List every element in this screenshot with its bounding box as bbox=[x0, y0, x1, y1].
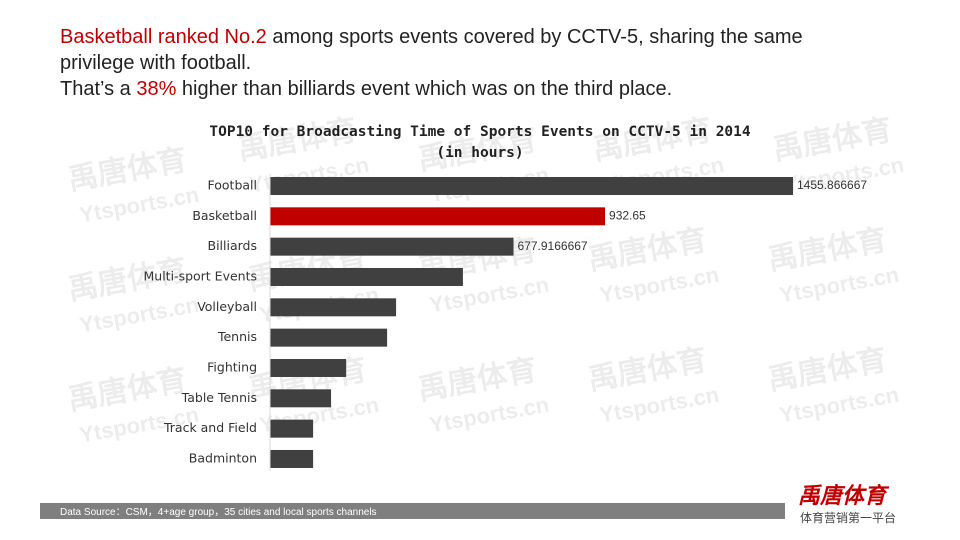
bar bbox=[270, 237, 514, 256]
y-tick-label: Table Tennis bbox=[181, 390, 257, 405]
chart-title: TOP10 for Broadcasting Time of Sports Ev… bbox=[209, 124, 751, 140]
headline-segment: among sports events covered by CCTV-5, s… bbox=[60, 26, 803, 74]
bar bbox=[270, 298, 397, 317]
y-tick-label: Basketball bbox=[192, 208, 257, 223]
bar bbox=[270, 177, 793, 195]
headline-line: Basketball ranked No.2 among sports even… bbox=[60, 24, 880, 76]
headline-line: That’s a 38% higher than billiards event… bbox=[60, 76, 880, 102]
bar bbox=[270, 419, 314, 438]
y-tick-label: Tennis bbox=[217, 329, 257, 344]
y-tick-label: Track and Field bbox=[163, 420, 257, 435]
y-tick-label: Multi-sport Events bbox=[144, 268, 258, 283]
data-label: 932.65 bbox=[609, 209, 646, 223]
y-tick-label: Volleyball bbox=[197, 299, 257, 314]
headline: Basketball ranked No.2 among sports even… bbox=[60, 24, 880, 102]
source: Data Source：CSM，4+age group，35 cities an… bbox=[60, 507, 377, 518]
logo: 禹唐体育 bbox=[798, 483, 890, 508]
chart-subtitle: (in hours) bbox=[436, 145, 523, 161]
y-tick-label: Badminton bbox=[189, 450, 257, 465]
bar bbox=[270, 389, 332, 408]
bar bbox=[270, 207, 606, 226]
headline-segment: higher than billiards event which was on… bbox=[176, 78, 673, 100]
bar bbox=[270, 358, 347, 377]
bar bbox=[270, 328, 388, 347]
slogan: 体育营销第一平台 bbox=[800, 510, 896, 525]
y-tick-label: Football bbox=[208, 178, 257, 193]
y-tick-label: Billiards bbox=[208, 238, 258, 253]
footer-bar bbox=[40, 503, 785, 519]
headline-segment: Basketball ranked No.2 bbox=[60, 26, 267, 48]
y-tick-label: Fighting bbox=[207, 359, 257, 374]
bar bbox=[270, 267, 463, 286]
bar bbox=[270, 449, 314, 468]
headline-segment: 38% bbox=[136, 78, 177, 100]
data-label: 1455.866667 bbox=[797, 178, 867, 192]
headline-segment: That’s a bbox=[60, 78, 137, 100]
data-label: 677.9166667 bbox=[518, 239, 588, 253]
